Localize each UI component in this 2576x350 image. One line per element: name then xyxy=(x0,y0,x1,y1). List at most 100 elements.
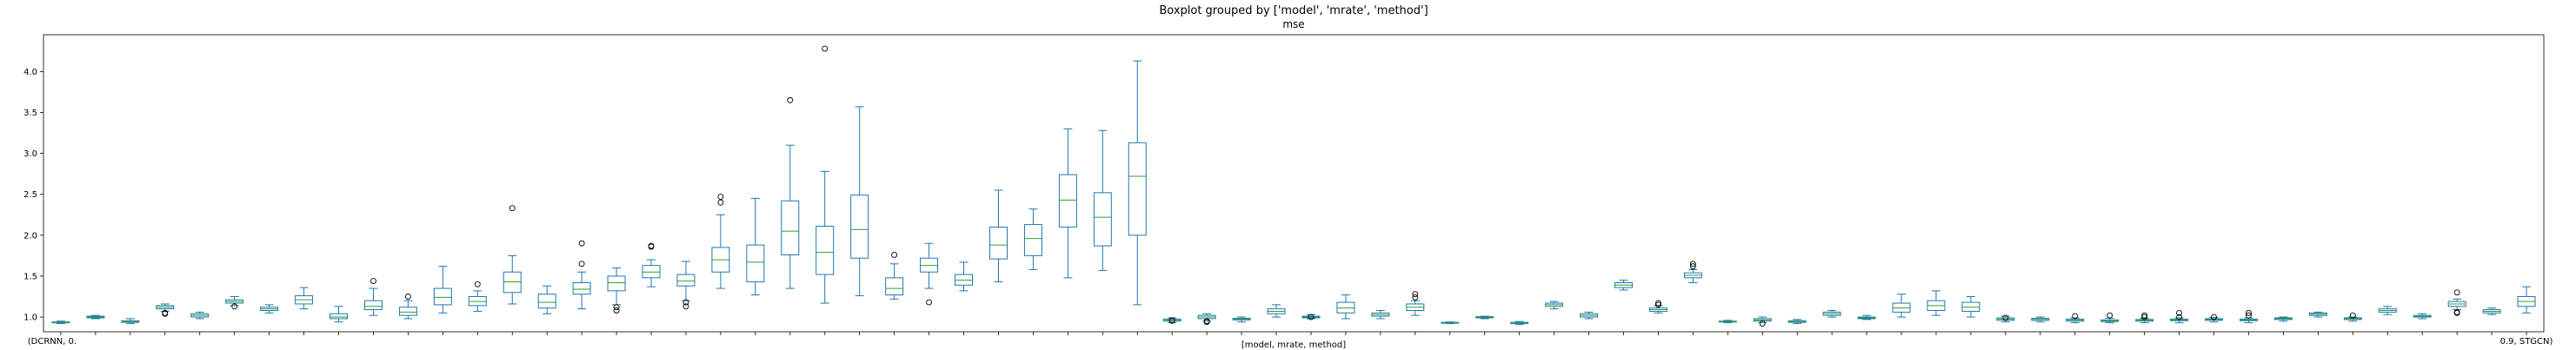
y-tick-label: 2.5 xyxy=(23,190,37,200)
outlier-point xyxy=(2453,309,2460,316)
outlier-point xyxy=(613,304,620,311)
box-body xyxy=(433,287,452,306)
y-tick-label: 1.5 xyxy=(23,272,37,281)
chart-title: mse xyxy=(1282,18,1304,30)
outlier-point xyxy=(1412,291,1419,298)
box-16 xyxy=(572,240,591,310)
box-body xyxy=(815,225,835,275)
box-2 xyxy=(86,314,105,320)
outlier-point xyxy=(613,307,620,314)
box-body xyxy=(363,300,383,311)
box-5 xyxy=(190,311,210,320)
box-26 xyxy=(920,242,939,306)
outlier-point xyxy=(717,199,724,206)
box-40 xyxy=(1406,291,1425,316)
box-9 xyxy=(329,306,349,323)
box-47 xyxy=(1648,300,1667,314)
box-23 xyxy=(815,45,835,304)
outlier-point xyxy=(578,240,585,247)
box-4 xyxy=(156,303,175,317)
outlier-point xyxy=(1412,294,1419,300)
y-tick-label: 2.0 xyxy=(23,231,37,241)
box-body xyxy=(1058,174,1077,228)
outlier-point xyxy=(1203,319,1210,326)
box-1 xyxy=(51,320,70,325)
outlier-point xyxy=(2107,312,2113,319)
box-51 xyxy=(1787,319,1807,325)
box-37 xyxy=(1301,314,1321,320)
box-59 xyxy=(2066,313,2085,324)
box-67 xyxy=(2343,312,2362,322)
box-24 xyxy=(850,106,869,297)
box-39 xyxy=(1371,310,1390,320)
box-72 xyxy=(2517,286,2536,314)
x-tick-label-first: (DCRNN, 0. xyxy=(28,337,77,347)
outlier-point xyxy=(231,303,238,310)
box-body xyxy=(885,277,904,296)
outlier-point xyxy=(474,281,481,287)
outlier-point xyxy=(2211,314,2217,320)
box-6 xyxy=(225,295,244,310)
outlier-point xyxy=(1759,320,1766,327)
y-tick-label: 3.5 xyxy=(23,109,37,118)
box-71 xyxy=(2482,307,2501,315)
box-61 xyxy=(2135,312,2154,324)
box-17 xyxy=(607,267,626,314)
box-body xyxy=(572,281,591,295)
box-18 xyxy=(642,242,661,287)
box-14 xyxy=(503,205,522,305)
box-52 xyxy=(1822,310,1841,318)
box-7 xyxy=(260,304,279,314)
box-32 xyxy=(1128,60,1147,306)
outlier-point xyxy=(822,45,829,52)
box-68 xyxy=(2378,306,2397,315)
axes-frame xyxy=(43,34,2545,333)
box-body xyxy=(781,200,800,255)
box-33 xyxy=(1162,317,1181,324)
outlier-point xyxy=(2246,309,2252,316)
box-29 xyxy=(1023,208,1042,270)
outlier-point xyxy=(2141,314,2148,320)
y-tick-label: 4.0 xyxy=(23,68,37,77)
chart-suptitle: Boxplot grouped by ['model', 'mrate', 'm… xyxy=(1159,4,1428,17)
box-45 xyxy=(1580,311,1599,320)
box-36 xyxy=(1267,304,1286,318)
box-body xyxy=(850,195,869,259)
outlier-point xyxy=(2453,289,2460,296)
box-12 xyxy=(433,266,452,314)
outlier-point xyxy=(682,303,689,310)
outlier-point xyxy=(2176,309,2183,316)
box-19 xyxy=(676,261,696,310)
box-28 xyxy=(988,189,1008,283)
box-body xyxy=(398,307,417,316)
box-63 xyxy=(2205,314,2224,323)
outlier-point xyxy=(578,261,585,267)
box-69 xyxy=(2413,313,2432,320)
box-49 xyxy=(1718,320,1737,324)
outlier-point xyxy=(2002,314,2009,321)
box-22 xyxy=(781,96,800,289)
box-38 xyxy=(1336,294,1355,320)
box-10 xyxy=(363,278,383,316)
outlier-point xyxy=(1654,300,1661,307)
box-56 xyxy=(1961,295,1980,318)
y-tick-label: 1.0 xyxy=(23,314,37,323)
box-body xyxy=(1128,142,1147,236)
box-20 xyxy=(711,194,730,289)
outlier-point xyxy=(2176,314,2183,320)
outlier-point xyxy=(1689,261,1696,267)
box-43 xyxy=(1510,320,1529,326)
box-body xyxy=(537,294,556,309)
x-tick-label-last: 0.9, STGCN) xyxy=(2500,337,2553,347)
outlier-point xyxy=(1168,317,1175,324)
box-body xyxy=(746,244,765,283)
box-41 xyxy=(1441,321,1460,325)
outlier-point xyxy=(509,205,516,212)
outlier-point xyxy=(1689,263,1696,270)
box-3 xyxy=(121,318,140,325)
box-60 xyxy=(2100,312,2120,324)
box-body xyxy=(988,226,1008,260)
box-44 xyxy=(1545,300,1564,310)
box-21 xyxy=(746,197,765,296)
